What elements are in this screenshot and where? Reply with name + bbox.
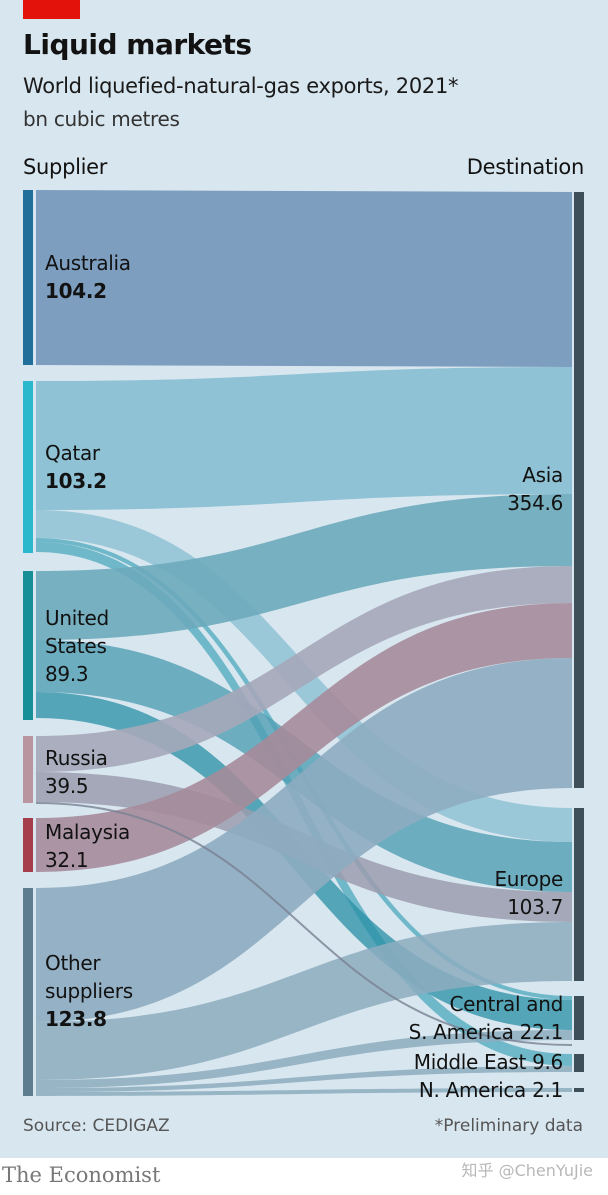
flows (35, 190, 573, 1096)
flow-other-namerica (36, 1088, 572, 1096)
destination-bar-csamerica (574, 996, 584, 1040)
sankey-diagram (23, 190, 584, 1096)
destination-label-europe: Europe 103.7 (494, 867, 563, 919)
flow-other-europe (36, 922, 572, 1080)
flow-malaysia-asia (36, 603, 572, 872)
destination-label-asia: Asia 354.6 (507, 463, 563, 515)
flow-russia-csamerica (35, 802, 573, 1046)
supplier-label-other: Other suppliers 123.8 (45, 951, 133, 1031)
source-note: Source: CEDIGAZ (23, 1116, 170, 1136)
flow-qatar-asia (36, 367, 572, 510)
flow-other-asia (36, 658, 572, 1022)
destination-bar-namerica (574, 1088, 584, 1092)
supplier-heading: Supplier (23, 155, 108, 179)
destination-label-namerica: N. America 2.1 (418, 1078, 563, 1102)
publisher-brand: The Economist (2, 1163, 161, 1187)
destination-label-mideast: Middle East 9.6 (413, 1050, 564, 1074)
supplier-bar-qatar (23, 381, 33, 553)
supplier-bar-malaysia (23, 818, 33, 872)
brand-red-tag (23, 0, 80, 19)
supplier-label-australia: Australia 104.2 (45, 251, 131, 303)
destination-label-csamerica: Central and S. America 22.1 (408, 992, 564, 1044)
chart-title: Liquid markets (23, 28, 252, 61)
chart-subtitle: World liquefied-natural-gas exports, 202… (23, 74, 459, 98)
supplier-bar-russia (23, 736, 33, 803)
destination-bar-europe (574, 808, 584, 981)
flow-australia-asia (36, 190, 572, 367)
supplier-label-russia: Russia 39.5 (45, 746, 108, 798)
supplier-label-qatar: Qatar 103.2 (45, 441, 107, 493)
destination-heading: Destination (466, 155, 585, 179)
supplier-bar-other (23, 888, 33, 1096)
footnote: *Preliminary data (434, 1116, 583, 1136)
watermark: 知乎 @ChenYuJie (461, 1161, 593, 1180)
flow-other-mideast (36, 1066, 572, 1092)
supplier-label-malaysia: Malaysia 32.1 (45, 820, 130, 872)
destination-bar-asia (574, 192, 584, 788)
supplier-bar-australia (23, 190, 33, 365)
supplier-bar-us (23, 571, 33, 720)
flow-russia-asia (36, 566, 572, 772)
supplier-label-us: United States 89.3 (45, 606, 109, 686)
flow-us-asia (36, 494, 572, 640)
destination-bar-mideast (574, 1054, 584, 1072)
chart-units: bn cubic metres (23, 107, 180, 131)
flow-us-europe (36, 640, 572, 892)
flow-other-csamerica (36, 1030, 572, 1088)
